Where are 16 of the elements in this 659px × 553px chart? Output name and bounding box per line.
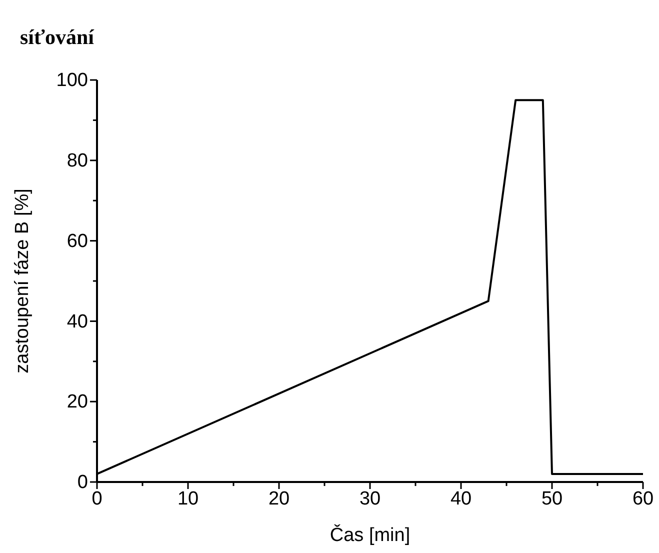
y-tick-label: 0 <box>77 472 88 494</box>
y-axis-title: zastoupení fáze B [%] <box>12 188 33 374</box>
x-tick-label: 10 <box>177 488 199 510</box>
x-tick-label: 0 <box>92 488 102 510</box>
y-tick-label: 60 <box>66 230 88 252</box>
x-tick-label: 30 <box>359 488 381 510</box>
x-tick-label: 40 <box>450 488 472 510</box>
x-tick-label: 60 <box>632 488 654 510</box>
y-tick-label: 80 <box>66 150 88 172</box>
x-tick-label: 20 <box>268 488 290 510</box>
chart-title: síťování <box>20 25 96 49</box>
y-tick-label: 100 <box>56 70 88 92</box>
x-tick-label: 50 <box>541 488 563 510</box>
y-tick-label: 20 <box>66 392 88 413</box>
x-axis-title: Čas [min] <box>330 524 410 546</box>
y-tick-label: 40 <box>66 311 88 332</box>
